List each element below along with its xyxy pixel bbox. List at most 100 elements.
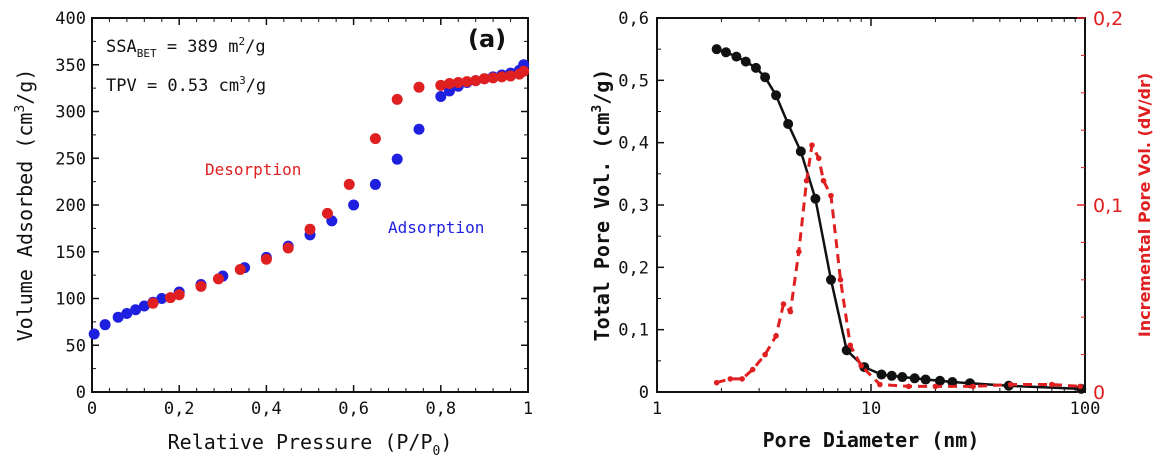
y-tick-label: 0,6 (618, 9, 649, 29)
desorption-point (487, 72, 499, 84)
x-tick-label: 0,2 (164, 399, 195, 419)
desorption-point (505, 70, 517, 82)
incremental-pore-volume-point (713, 379, 720, 386)
incremental-pore-volume-point (1077, 383, 1084, 390)
desorption-point (304, 223, 316, 235)
total-pore-volume-point (783, 118, 794, 129)
total-pore-volume-point (947, 377, 958, 388)
incremental-pore-volume-point (780, 301, 787, 307)
total-pore-volume-point (909, 373, 920, 384)
y-tick-label: 100 (55, 290, 86, 310)
total-pore-volume-point (886, 370, 897, 381)
y-tick-label: 300 (55, 103, 86, 123)
desorption-point (413, 81, 425, 93)
incremental-pore-volume-point (796, 248, 802, 255)
total-pore-volume-point (711, 44, 722, 55)
incremental-pore-volume-point (749, 366, 756, 373)
adsorption-point (348, 199, 360, 211)
incremental-pore-volume-point (828, 192, 834, 199)
isotherm-plot-frame (91, 17, 529, 393)
desorption-point (195, 280, 207, 292)
incremental-pore-volume-point (847, 342, 854, 349)
total-pore-volume-point (920, 374, 931, 385)
y2-tick-label: 0,1 (1093, 195, 1123, 217)
desorption-point (321, 207, 333, 219)
desorption-label: Desorption (205, 160, 301, 179)
desorption-point (470, 75, 482, 87)
incremental-pore-volume-point (932, 383, 939, 390)
adsorption-point (369, 178, 381, 190)
adsorption-point (130, 304, 142, 316)
isotherm-chart: 0 0,2 0,4 0,6 0,8 1 0 50 100 150 200 250 300 350 400 (… (13, 9, 533, 459)
desorption-point (369, 133, 381, 145)
y-tick-label: 250 (55, 149, 86, 169)
desorption-point (212, 273, 224, 285)
desorption-point (461, 76, 473, 88)
y-tick-label: 150 (55, 243, 86, 263)
isotherm-y-axis-label: Volume Adsorbed (cm3/g) (13, 69, 37, 342)
total-pore-volume-line (716, 48, 1082, 391)
ssa-annotation: SSABET = 389 m2/g (106, 35, 266, 60)
y2-tick-label: 0,2 (1093, 8, 1123, 30)
pore-y2-axis-label: Incremental Pore Vol. (dV/dr) (1135, 73, 1154, 337)
incremental-pore-volume-point (739, 376, 745, 382)
total-pore-volume-point (897, 372, 908, 383)
panel-label: (a) (468, 25, 506, 53)
incremental-pore-volume-point (787, 308, 794, 315)
incremental-pore-volume-point (815, 155, 822, 162)
adsorption-label: Adsorption (388, 218, 484, 237)
incremental-pore-volume-point (1049, 381, 1055, 388)
desorption-point (234, 264, 246, 276)
total-pore-volume-point (720, 47, 731, 58)
desorption-point (164, 292, 176, 304)
pore-data-series (711, 44, 1087, 394)
incremental-pore-volume-point (809, 142, 815, 148)
y-tick-label: 0,5 (618, 71, 649, 91)
total-pore-volume-point (740, 56, 751, 67)
x-tick-label: 0,4 (251, 399, 282, 419)
total-pore-volume-point (750, 62, 761, 73)
x-tick-label: 0,8 (425, 399, 456, 419)
incremental-pore-volume-point (773, 333, 779, 339)
y-tick-label: 0 (76, 383, 86, 403)
total-pore-volume-point (810, 193, 821, 204)
total-pore-volume-point (760, 72, 771, 83)
total-pore-volume-point (795, 146, 806, 157)
x-tick-label: 1 (652, 399, 662, 419)
isotherm-axis-ticks: 0 0,2 0,4 0,6 0,8 1 0 50 100 150 200 250 300 350 400 (55, 9, 533, 419)
adsorption-point (88, 328, 100, 340)
desorption-point (343, 178, 355, 190)
desorption-point (435, 79, 447, 91)
adsorption-point (99, 319, 111, 331)
pore-plot-frame (656, 17, 1086, 393)
incremental-pore-volume-point (820, 177, 827, 184)
desorption-point (391, 93, 403, 105)
desorption-point (496, 71, 508, 83)
incremental-pore-volume-point (837, 277, 844, 283)
incremental-pore-volume-line (716, 143, 1081, 388)
desorption-point (444, 77, 456, 89)
adsorption-point (121, 307, 133, 319)
incremental-pore-volume-point (1007, 381, 1014, 388)
desorption-point (260, 253, 272, 265)
desorption-point (518, 65, 530, 77)
adsorption-point (435, 91, 447, 103)
pore-y-axis-label: Total Pore Vol. (cm3/g) (590, 69, 614, 342)
desorption-point (478, 73, 490, 85)
incremental-pore-volume-point (803, 177, 810, 184)
desorption-point (282, 242, 294, 254)
isotherm-x-axis-label: Relative Pressure (P/P0) (168, 430, 453, 459)
adsorption-point (391, 153, 403, 165)
x-tick-label: 1 (523, 399, 533, 419)
total-pore-volume-point (876, 369, 887, 380)
incremental-pore-volume-point (970, 383, 976, 390)
x-tick-label: 100 (1070, 399, 1101, 419)
desorption-point (173, 289, 185, 301)
y-tick-label: 0,3 (618, 196, 649, 216)
y-tick-label: 0,1 (618, 321, 649, 341)
total-pore-volume-point (771, 90, 782, 101)
x-tick-label: 10 (861, 399, 881, 419)
